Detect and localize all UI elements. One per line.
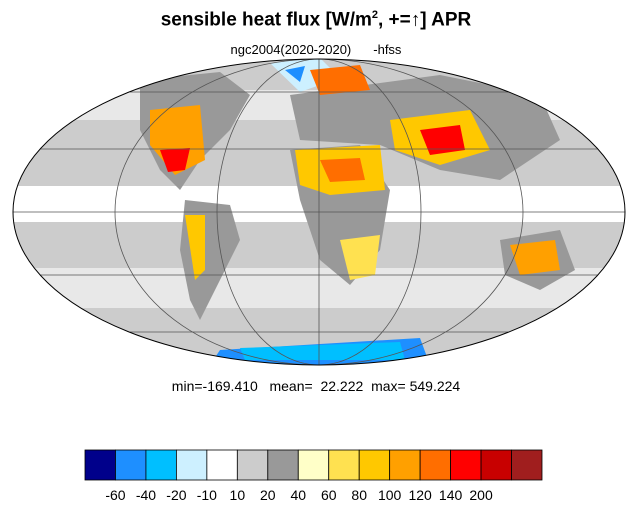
colorbar-swatch [450, 449, 482, 481]
colorbar-tick-label: 100 [378, 487, 402, 503]
arctic-russia-hot [310, 65, 370, 95]
australia-hot [510, 240, 560, 275]
colorbar-swatch [267, 449, 299, 481]
colorbar-swatch [480, 449, 512, 481]
middle-east-core [420, 125, 465, 155]
south-africa-warm [340, 235, 380, 280]
colorbar-tick-label: -60 [105, 487, 125, 503]
chart-title: sensible heat flux [W/m2, +=↑] APR [0, 9, 632, 31]
colorbar-swatch [389, 449, 421, 481]
colorbar-swatch [328, 449, 360, 481]
colorbar-swatch [511, 449, 543, 481]
map-field [13, 59, 625, 365]
colorbar-swatch [297, 449, 330, 481]
mean-value: 22.222 [320, 378, 364, 394]
colorbar-tick-label: 140 [439, 487, 463, 503]
greenland-cold [285, 66, 305, 82]
colorbar-tick-label: 40 [290, 487, 306, 503]
subtitle-variable: -hfss [373, 42, 402, 57]
title-superscript: 2 [371, 9, 378, 21]
colorbar-tick-label: -20 [166, 487, 186, 503]
title-main: sensible heat flux [W/m [160, 9, 372, 31]
min-value: -169.410 [202, 378, 258, 394]
mexico-hot [160, 148, 190, 172]
south-america-hot [185, 215, 205, 280]
colorbar-tick-label: -40 [136, 487, 156, 503]
colorbar-swatch [84, 449, 116, 481]
min-label: min= [171, 378, 203, 394]
colorbar-tick-label: 60 [321, 487, 337, 503]
antarctic-cold-inner [240, 342, 405, 360]
colorbar-swatch [115, 449, 147, 481]
colorbar-swatch [206, 449, 238, 481]
colorbar-swatch [145, 449, 177, 481]
title-tail: , +=↑] APR [378, 9, 472, 31]
map-border [12, 58, 626, 366]
sahara-core [320, 158, 365, 182]
colorbar-swatch [358, 449, 391, 481]
colorbar-tick-label: 20 [260, 487, 276, 503]
colorbar-tick-label: 120 [408, 487, 432, 503]
colorbar-tick-label: -10 [197, 487, 217, 503]
max-label: max= [371, 378, 406, 394]
subtitle-run: ngc2004(2020-2020) [230, 42, 352, 57]
chart-subtitle: ngc2004(2020-2020) -hfss [0, 42, 632, 57]
mean-label: mean= [269, 378, 313, 394]
statistics-line: min=-169.410 mean= 22.222 max= 549.224 [0, 378, 632, 394]
colorbar-swatch [175, 449, 208, 481]
colorbar-swatch [419, 449, 451, 481]
colorbar-swatch [236, 449, 269, 481]
colorbar-tick-label: 200 [469, 487, 493, 503]
colorbar-tick-label: 80 [351, 487, 367, 503]
max-value: 549.224 [409, 378, 461, 394]
colorbar-tick-label: 10 [230, 487, 246, 503]
